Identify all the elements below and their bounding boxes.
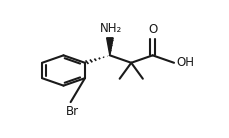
Text: NH₂: NH₂ (99, 22, 121, 35)
Text: O: O (147, 23, 157, 36)
Text: Br: Br (65, 105, 79, 118)
Text: OH: OH (175, 56, 193, 69)
Polygon shape (106, 38, 113, 55)
